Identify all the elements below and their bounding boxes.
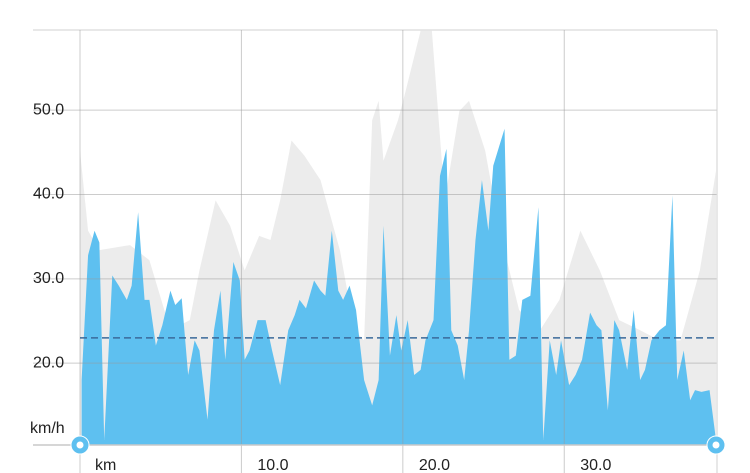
- x-tick-label: 10.0: [257, 457, 288, 473]
- range-handle-dot: [712, 441, 720, 449]
- x-axis-label: km: [95, 457, 116, 473]
- x-tick-label: 20.0: [419, 457, 450, 473]
- area: [81, 128, 717, 445]
- y-axis-label: km/h: [30, 420, 65, 437]
- range-handle-dot: [76, 441, 84, 449]
- y-tick-label: 20.0: [33, 354, 64, 371]
- x-tick-label: 30.0: [580, 457, 611, 473]
- y-tick-label: 40.0: [33, 186, 64, 203]
- y-tick-label: 50.0: [33, 101, 64, 118]
- y-tick-label: 30.0: [33, 270, 64, 287]
